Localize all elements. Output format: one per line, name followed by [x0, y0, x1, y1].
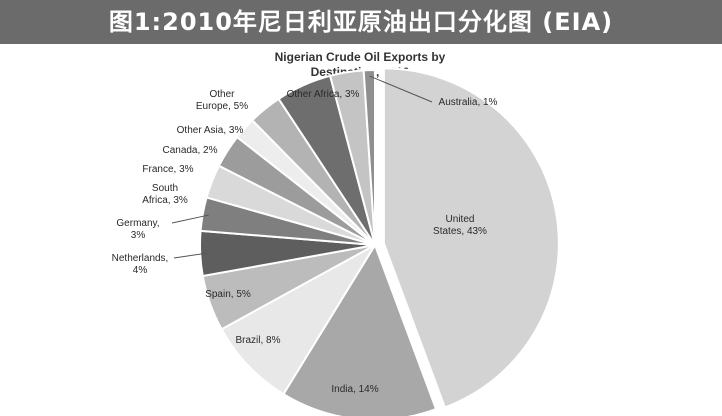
- slice-label-9-line-0: Other Asia, 3%: [177, 125, 244, 136]
- slice-label-6: South Africa, 3%: [142, 183, 188, 206]
- slice-label-10-line-1: Europe, 5%: [196, 101, 248, 112]
- slice-label-12-line-0: Australia, 1%: [439, 97, 498, 108]
- slice-label-6-line-1: Africa, 3%: [142, 195, 188, 206]
- leader-line-4: [173, 252, 207, 259]
- slice-label-10-line-0: Other: [209, 89, 235, 100]
- slice-label-7-line-0: France, 3%: [142, 164, 193, 175]
- leader-line-12: [369, 75, 433, 103]
- slice-label-9: Other Asia, 3%: [177, 125, 244, 136]
- slice-label-8-line-0: Canada, 2%: [162, 145, 217, 156]
- slice-label-11: Other Africa, 3%: [287, 89, 360, 100]
- slice-label-3: Spain, 5%: [205, 289, 251, 300]
- slice-label-4-line-1: 4%: [133, 265, 148, 276]
- slice-label-4: Netherlands, 4%: [112, 253, 169, 276]
- slice-label-1: India, 14%: [331, 384, 378, 395]
- slice-label-2-line-0: Brazil, 8%: [235, 335, 280, 346]
- pie-slice-0: [382, 67, 560, 409]
- slice-label-5-line-0: Germany,: [116, 218, 159, 229]
- slice-label-12: Australia, 1%: [439, 97, 498, 108]
- slice-label-8: Canada, 2%: [162, 145, 217, 156]
- slice-label-11-line-0: Other Africa, 3%: [287, 89, 360, 100]
- figure-caption: 图1:2010年尼日利亚原油出口分化图 (EIA): [108, 8, 614, 36]
- pie-slice-1: [282, 242, 438, 416]
- slice-label-1-line-0: India, 14%: [331, 384, 378, 395]
- slice-label-0-line-0: United: [446, 214, 475, 225]
- slice-label-5-line-1: 3%: [131, 230, 146, 241]
- pie-slice-12: [362, 68, 376, 246]
- slice-label-10: Other Europe, 5%: [196, 89, 248, 112]
- slice-label-7: France, 3%: [142, 164, 193, 175]
- title-banner: [0, 0, 722, 44]
- slice-label-4-line-0: Netherlands,: [112, 253, 169, 264]
- slice-label-6-line-0: South: [152, 183, 178, 194]
- pie-slice-2: [220, 242, 378, 396]
- slice-label-5: Germany, 3%: [116, 218, 159, 241]
- chart-title-line-1: Nigerian Crude Oil Exports by: [274, 50, 446, 64]
- slice-label-2: Brazil, 8%: [235, 335, 280, 346]
- leader-line-5: [171, 214, 209, 224]
- slice-label-3-line-0: Spain, 5%: [205, 289, 251, 300]
- slice-label-0: United States, 43%: [433, 214, 487, 237]
- slice-label-0-line-1: States, 43%: [433, 226, 487, 237]
